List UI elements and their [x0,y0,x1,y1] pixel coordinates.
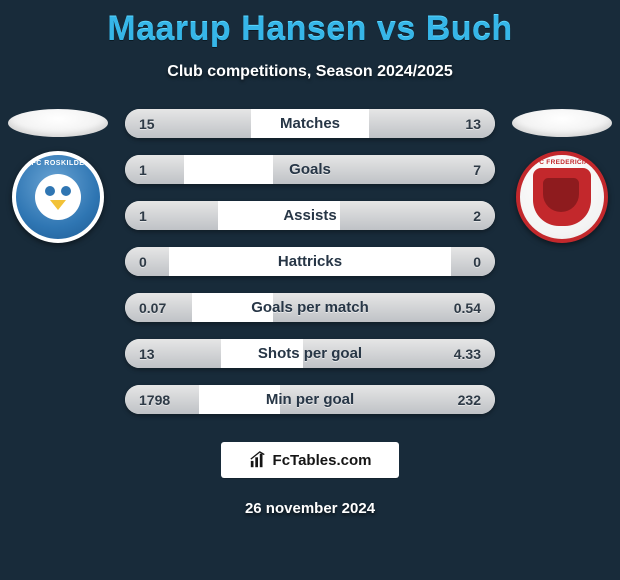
stat-row: 00Hattricks [125,247,495,276]
player-silhouette-left [8,109,108,137]
brand-box: FcTables.com [221,442,399,478]
bird-beak-icon [50,200,66,210]
stat-label: Assists [125,201,495,230]
footer-date: 26 november 2024 [0,500,620,517]
club-name-left: FC ROSKILDE [16,160,100,167]
stat-label: Goals per match [125,293,495,322]
stat-label: Shots per goal [125,339,495,368]
club-mascot-right [547,182,575,206]
stat-label: Min per goal [125,385,495,414]
stat-row: 17Goals [125,155,495,184]
stat-row: 12Assists [125,201,495,230]
left-column: FC ROSKILDE [3,109,113,243]
stat-row: 1513Matches [125,109,495,138]
club-badge-right: FC FREDERICIA [516,151,608,243]
content-root: Maarup Hansen vs Buch Club competitions,… [0,0,620,580]
subtitle: Club competitions, Season 2024/2025 [0,63,620,81]
stat-row: 134.33Shots per goal [125,339,495,368]
brand-text: FcTables.com [273,452,372,469]
stat-label: Hattricks [125,247,495,276]
bar-chart-icon [249,451,267,469]
title-vs: vs [377,10,416,48]
club-shield-right [533,168,591,226]
club-mascot-left [35,174,81,220]
stat-row: 1798232Min per goal [125,385,495,414]
title-player-left: Maarup Hansen [107,10,367,48]
club-badge-left: FC ROSKILDE [12,151,104,243]
right-column: FC FREDERICIA [507,109,617,243]
main-row: FC ROSKILDE 1513Matches 17Goals 12Assists 0… [0,109,620,414]
title-player-right: Buch [426,10,513,48]
player-silhouette-right [512,109,612,137]
stat-label: Goals [125,155,495,184]
stat-row: 0.070.54Goals per match [125,293,495,322]
club-name-right: FC FREDERICIA [520,159,604,166]
page-title: Maarup Hansen vs Buch [0,0,620,49]
stats-panel: 1513Matches 17Goals 12Assists 00Hattricks 0.… [125,109,495,414]
stat-label: Matches [125,109,495,138]
